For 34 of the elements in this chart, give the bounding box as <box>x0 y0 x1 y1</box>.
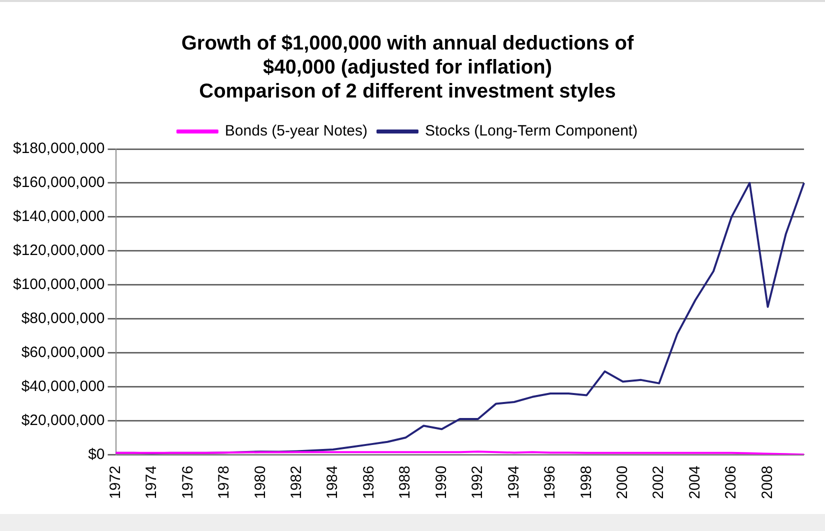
text: Growth of $1,000,000 with annual deductions of <box>181 32 634 55</box>
x-tick-label: 2000 <box>614 466 632 500</box>
x-tick-label: 1978 <box>216 466 233 500</box>
y-tick-label: $160,000,000 <box>12 174 105 192</box>
y-tick-label: $40,000,000 <box>21 378 105 395</box>
y-tick-label: $60,000,000 <box>21 344 105 361</box>
y-tick-label: $140,000,000 <box>12 208 105 226</box>
y-tick-label: $120,000,000 <box>12 242 105 260</box>
x-tick-label: 1974 <box>143 466 160 500</box>
x-tick-label: 1986 <box>360 466 378 500</box>
y-tick-label: $180,000,000 <box>12 140 105 158</box>
legend-label: Stocks (Long-Term Component) <box>424 122 638 140</box>
x-tick-label: 2006 <box>722 466 740 500</box>
y-tick-label: $0 <box>88 446 105 463</box>
x-tick-label: 1976 <box>179 466 196 500</box>
y-tick-label: $20,000,000 <box>21 412 105 429</box>
x-tick-label: 2002 <box>650 466 668 500</box>
x-tick-label: 1984 <box>324 466 342 500</box>
y-tick-label: $100,000,000 <box>12 276 105 293</box>
x-tick-label: 1998 <box>578 466 595 500</box>
x-tick-label: 2008 <box>758 466 776 500</box>
text: $40,000 (adjusted for inflation) <box>263 56 552 79</box>
x-tick-label: 2004 <box>686 466 704 500</box>
x-tick-label: 1982 <box>288 466 306 500</box>
x-tick-label: 1992 <box>469 466 486 500</box>
x-tick-label: 1990 <box>432 466 450 500</box>
x-tick-label: 1996 <box>542 466 559 500</box>
x-tick-label: 1972 <box>106 466 124 500</box>
x-tick-label: 1994 <box>505 466 522 500</box>
x-tick-label: 1988 <box>396 466 414 500</box>
y-tick-label: $80,000,000 <box>21 310 105 327</box>
text: Comparison of 2 different investment styles <box>199 80 616 103</box>
x-tick-label: 1980 <box>252 466 269 500</box>
legend-label: Bonds (5-year Notes) <box>224 122 368 140</box>
